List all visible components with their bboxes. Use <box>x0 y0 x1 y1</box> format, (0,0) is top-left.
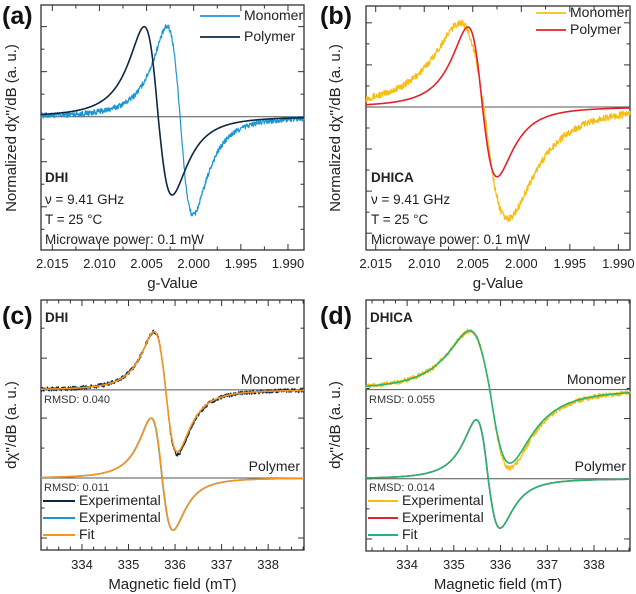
legend-label: Experimental <box>402 492 484 508</box>
x-axis-label: Magnetic field (mT) <box>108 576 236 593</box>
series-line-polymer <box>40 25 305 196</box>
plot-frame <box>365 299 631 552</box>
x-tick-label: 335 <box>118 557 140 572</box>
legend-label: Polymer <box>570 21 622 37</box>
x-tick-label: 1.995 <box>225 256 258 271</box>
series-line-fit-polymer <box>40 417 304 532</box>
legend-label: Fit <box>79 526 95 542</box>
legend-label: Monomer <box>570 4 629 20</box>
rmsd-polymer: RMSD: 0.011 <box>44 482 109 494</box>
x-axis-label: Magnetic field (mT) <box>434 576 562 593</box>
x-tick-label: 2.000 <box>177 256 210 271</box>
panel-b: (b) 2.015 2.010 2.005 2.000 1.995 1.990 g-Value… <box>320 2 635 292</box>
series-line-monomer <box>365 19 631 223</box>
x-tick-label: 334 <box>396 557 418 572</box>
x-tick-label: 334 <box>71 557 93 572</box>
series-line-fit-monomer <box>40 330 305 453</box>
legend-label: Experimental <box>402 509 484 525</box>
rmsd-monomer: RMSD: 0.055 <box>369 394 435 406</box>
sample-label: DHICA <box>370 310 413 325</box>
power-label: Microwave power: 0.1 mW <box>45 232 204 247</box>
plot-frame <box>40 299 305 551</box>
x-tick-label: 338 <box>257 557 279 572</box>
legend-label: Fit <box>402 526 418 542</box>
sample-label: DHI <box>45 170 68 185</box>
panel-d: (d) 334 335 336 337 338 Magnetic field (mT) dχ'… <box>320 299 631 593</box>
frequency-label: ν = 9.41 GHz <box>45 192 124 207</box>
x-axis-label: g-Value <box>147 275 198 292</box>
x-tick-label: 337 <box>536 557 558 572</box>
x-tick-label: 336 <box>490 557 512 572</box>
frequency-label: ν = 9.41 GHz <box>371 192 450 207</box>
x-tick-label: 336 <box>164 557 186 572</box>
monomer-label: Monomer <box>241 371 300 387</box>
panel-c: (c) 334 335 336 337 338 Magnetic field (mT) dχ'… <box>2 299 305 593</box>
x-tick-label: 1.990 <box>272 256 305 271</box>
x-tick-label: 337 <box>211 557 233 572</box>
rmsd-polymer: RMSD: 0.014 <box>369 482 435 494</box>
panel-a: (a) 2.015 2.010 2.005 2.000 1.995 1.990 g-Value… <box>2 2 305 292</box>
y-axis-label: dχ''/dB (a. u.) <box>3 381 20 469</box>
monomer-label: Monomer <box>567 371 626 387</box>
panel-letter: (d) <box>320 302 352 330</box>
y-axis-label: Normalized dχ''/dB (a. u.) <box>327 44 344 212</box>
panel-letter: (b) <box>320 2 352 30</box>
temperature-label: T = 25 °C <box>45 212 103 227</box>
series-line-polymer <box>365 26 631 178</box>
legend-label: Monomer <box>244 7 303 23</box>
legend-label: Polymer <box>244 28 296 44</box>
x-tick-label: 2.015 <box>36 256 69 271</box>
panel-letter: (a) <box>2 2 33 30</box>
x-tick-label: 2.010 <box>83 256 116 271</box>
x-tick-label: 2.015 <box>359 256 392 271</box>
series-line-fit-polymer <box>365 419 631 529</box>
legend-label: Experimental <box>79 509 161 525</box>
x-tick-label: 2.005 <box>456 256 489 271</box>
y-axis-label: dχ''/dB (a. u.) <box>327 381 344 469</box>
panel-letter: (c) <box>2 302 33 330</box>
sample-label: DHI <box>45 310 68 325</box>
x-tick-label: 338 <box>583 557 605 572</box>
x-tick-label: 2.010 <box>408 256 441 271</box>
plot-frame <box>40 4 305 251</box>
temperature-label: T = 25 °C <box>371 212 429 227</box>
rmsd-monomer: RMSD: 0.040 <box>44 394 110 406</box>
series-line-monomer <box>40 24 305 217</box>
x-tick-label: 2.005 <box>130 256 163 271</box>
x-tick-label: 1.995 <box>554 256 587 271</box>
y-axis-label: Normalized dχ''/dB (a. u.) <box>3 44 20 212</box>
series-line-fit-monomer <box>365 329 631 464</box>
power-label: Microwave power: 0.1 mW <box>371 232 530 247</box>
x-tick-label: 1.990 <box>602 256 635 271</box>
x-tick-label: 2.000 <box>505 256 538 271</box>
polymer-label: Polymer <box>249 458 301 474</box>
x-axis-label: g-Value <box>473 275 524 292</box>
polymer-label: Polymer <box>575 458 627 474</box>
sample-label: DHICA <box>371 170 414 185</box>
legend-label: Experimental <box>79 492 161 508</box>
x-tick-label: 335 <box>443 557 465 572</box>
